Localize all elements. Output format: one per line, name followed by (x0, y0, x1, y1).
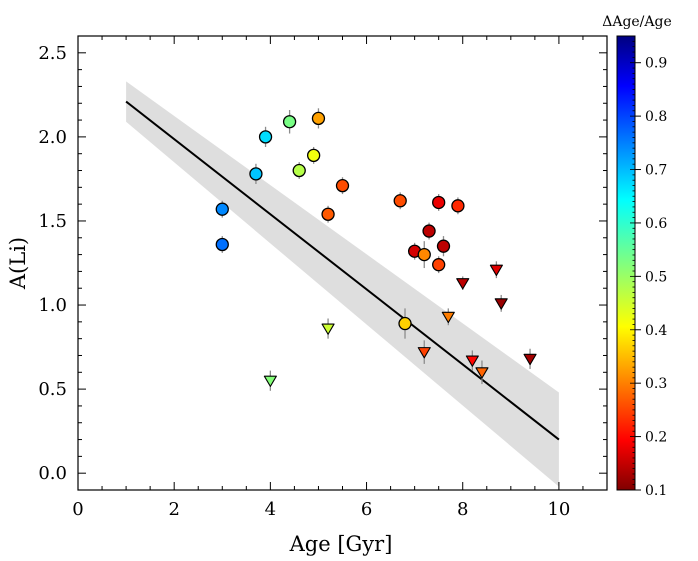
upper-limit-point-5 (465, 355, 479, 367)
colorbar-tick-label: 0.6 (645, 216, 667, 232)
confidence-band (126, 81, 559, 487)
detection-point-1 (215, 237, 229, 252)
y-tick-label: 2.5 (38, 43, 67, 64)
detection-point-6 (306, 148, 321, 163)
colorbar-tick-label: 0.2 (645, 430, 667, 446)
colorbar-tick-label: 0.7 (645, 163, 667, 179)
colorbar-tick-label: 0.9 (645, 56, 667, 72)
y-axis: 0.0 0.5 1.0 1.5 2.0 2.5 (38, 35, 607, 491)
upper-limit-point-9 (523, 353, 537, 366)
upper-limit-point-0 (263, 375, 277, 387)
y-tick-label: 1.0 (38, 295, 67, 316)
x-axis: 0 2 4 6 8 10 (72, 36, 608, 520)
detection-point-4 (282, 115, 297, 129)
detection-point-16 (432, 258, 446, 272)
marker-layer (215, 111, 537, 387)
colorbar-tick-label: 0.5 (645, 269, 667, 285)
detection-point-3 (258, 130, 273, 144)
detection-point-11 (398, 316, 412, 331)
upper-limit-point-6 (475, 367, 489, 379)
detection-point-18 (451, 199, 465, 213)
upper-limit-point-8 (494, 298, 508, 310)
detection-point-14 (422, 224, 436, 238)
colorbar-tick-label: 0.4 (645, 323, 667, 339)
x-tick-label: 0 (72, 499, 83, 520)
upper-limit-point-2 (417, 347, 431, 359)
detection-point-9 (335, 179, 350, 193)
colorbar-axis: 0.1 0.2 0.3 0.4 0.5 0.6 0.7 0.8 0.9 (630, 40, 667, 499)
x-tick-label: 6 (361, 499, 372, 520)
detection-point-13 (417, 247, 431, 262)
upper-limit-point-3 (441, 311, 455, 324)
detection-point-17 (436, 239, 451, 253)
detection-point-5 (292, 163, 306, 178)
upper-limit-point-1 (321, 323, 335, 335)
fit-layer (125, 100, 560, 441)
detection-point-2 (249, 167, 263, 181)
detection-point-10 (393, 194, 407, 208)
x-tick-label: 10 (547, 499, 570, 520)
x-tick-label: 4 (265, 499, 276, 520)
y-axis-label: A(Li) (6, 237, 30, 290)
colorbar-tick-label: 0.1 (645, 483, 667, 499)
y-tick-label: 0.0 (38, 463, 67, 484)
x-tick-label: 8 (457, 499, 468, 520)
upper-limit-point-4 (456, 278, 470, 290)
detection-point-8 (321, 207, 335, 221)
colorbar-tick-label: 0.3 (645, 376, 667, 392)
x-tick-label: 2 (168, 499, 179, 520)
upper-limit-point-7 (489, 264, 503, 276)
colorbar-label: ΔAge/Age (602, 14, 672, 30)
y-tick-label: 2.0 (38, 127, 67, 148)
detection-point-0 (215, 202, 229, 216)
colorbar (616, 35, 636, 491)
detection-point-7 (311, 111, 326, 126)
x-axis-label: Age [Gyr] (289, 532, 393, 556)
y-tick-label: 0.5 (38, 379, 67, 400)
detection-point-15 (432, 195, 446, 210)
fit-line (125, 100, 560, 441)
y-tick-label: 1.5 (38, 211, 67, 232)
colorbar-tick-label: 0.8 (645, 109, 667, 125)
band-layer (126, 81, 559, 487)
